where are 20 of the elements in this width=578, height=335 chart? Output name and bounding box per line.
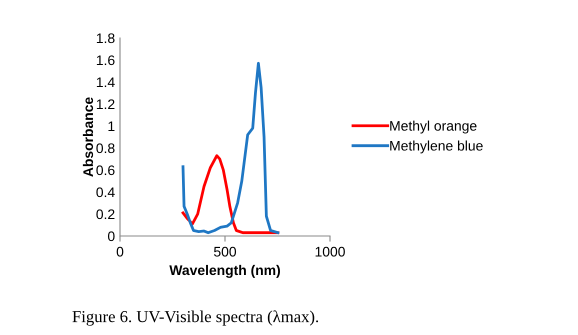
y-tick-label: 0.8	[96, 143, 115, 154]
y-tick-label: 0.4	[96, 187, 115, 198]
y-axis-title: Absorbance	[82, 97, 94, 177]
y-tick-label: 1.2	[96, 99, 114, 110]
caption: Figure 6. UV-Visible spectra (λmax).	[72, 310, 318, 326]
y-tick-label: 1.6	[96, 55, 115, 66]
legend-label: Methyl orange	[390, 120, 477, 134]
y-tick-label: 0.6	[96, 165, 115, 176]
x-tick-label: 500	[214, 246, 236, 257]
y-tick-label: 0	[108, 231, 115, 242]
line-series	[182, 154, 280, 234]
y-tick-label: 0.2	[96, 209, 114, 220]
y-tick-label: 1	[108, 121, 114, 132]
x-axis-title: Wavelength (nm)	[169, 264, 280, 278]
line-series	[182, 62, 280, 234]
y-tick-label: 1.8	[96, 33, 115, 44]
legend-label: Methylene blue	[390, 140, 483, 154]
y-tick-label: 1.4	[96, 77, 115, 88]
x-tick-label: 1000	[316, 246, 345, 257]
x-tick-label: 0	[116, 246, 124, 257]
